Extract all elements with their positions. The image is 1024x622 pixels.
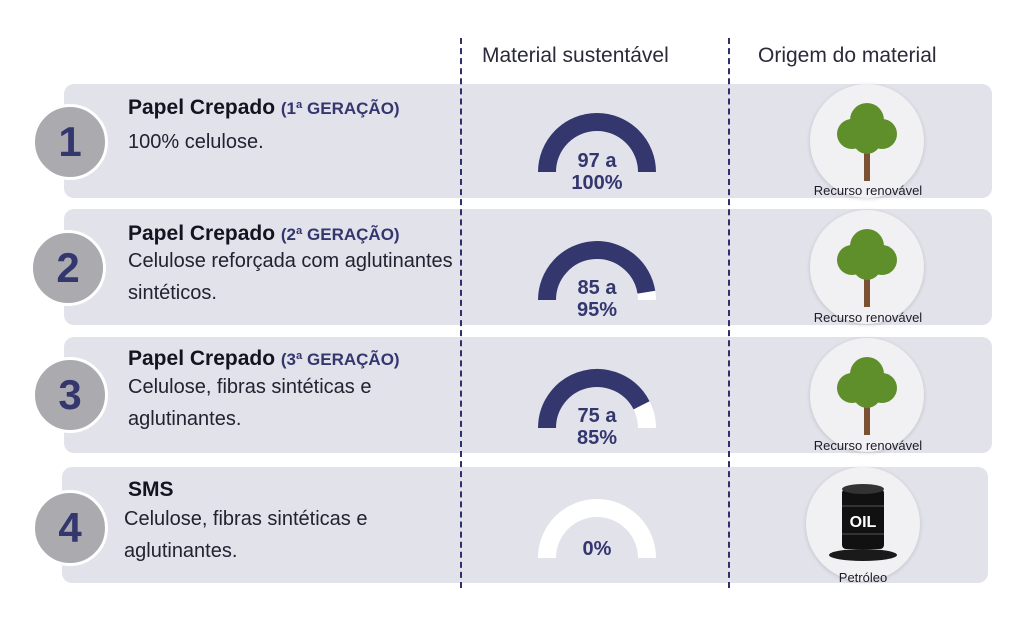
origin-icon-circle [810,210,924,324]
origin-icon-circle [810,338,924,452]
origin-label: Recurso renovável [813,438,923,453]
material-column-header: Material sustentável [482,44,669,67]
material-generation: (2ª GERAÇÃO) [280,225,400,244]
oil-label: OIL [850,514,877,531]
percent-label-line2: 85% [576,427,618,449]
row-number-badge: 2 [30,230,106,306]
material-name: Papel Crepado [128,96,276,119]
material-title: SMS [128,478,174,502]
material-description: 100% celulose. [128,131,264,153]
gauge-fill [538,369,650,429]
material-name: Papel Crepado [128,222,276,245]
percent-label: 75 a 85% [537,405,657,449]
tree-icon [837,229,897,307]
material-name: Papel Crepado [128,347,276,370]
material-generation: (3ª GERAÇÃO) [280,350,400,369]
column-divider [460,38,462,588]
column-divider [728,38,730,588]
origin-label: Recurso renovável [813,183,923,198]
origin-label: Recurso renovável [813,310,923,325]
oil-barrel-icon: OIL [829,484,897,561]
percent-label-line1: 97 a [577,150,617,172]
percent-label-line2: 100% [571,172,623,194]
material-name: SMS [128,478,174,501]
percent-label-line1: 85 a [577,277,617,299]
percent-label: 0% [537,538,657,560]
gauge-fill [538,241,656,301]
gauge-fill [538,113,656,173]
material-description: Celulose, fibras sintéticas e aglutinant… [124,508,368,562]
percent-label-line1: 75 a [577,405,617,427]
percent-label-line2: 0% [582,538,612,560]
row-number-badge: 3 [32,357,108,433]
gauge-track [538,499,656,559]
sustainability-gauge [538,369,656,429]
material-title: Papel Crepado (1ª GERAÇÃO) [128,96,400,120]
sustainability-gauge [538,113,656,173]
material-title: Papel Crepado (3ª GERAÇÃO) [128,347,400,371]
percent-label: 97 a 100% [537,150,657,194]
origin-label: Petróleo [838,570,888,585]
percent-label: 85 a 95% [537,277,657,321]
percent-label-line2: 95% [576,299,618,321]
tree-icon [837,357,897,435]
material-description: Celulose reforçada com aglutinantes sint… [128,250,453,304]
material-title: Papel Crepado (2ª GERAÇÃO) [128,222,400,246]
origin-icon-circle: OIL [806,467,920,581]
sustainability-gauge [538,241,656,301]
tree-icon [837,103,897,181]
row-number-badge: 1 [32,104,108,180]
row-number-badge: 4 [32,490,108,566]
material-description: Celulose, fibras sintéticas e aglutinant… [128,376,372,430]
origin-column-header: Origem do material [758,44,937,67]
origin-icon-circle [810,84,924,198]
sustainability-gauge [538,499,656,559]
material-generation: (1ª GERAÇÃO) [280,99,400,118]
